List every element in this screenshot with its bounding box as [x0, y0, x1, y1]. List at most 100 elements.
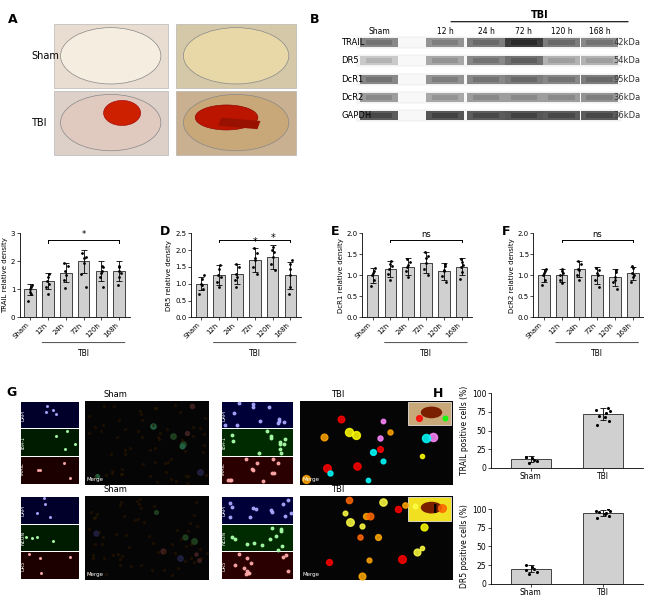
Text: GAPDH: GAPDH [341, 111, 371, 120]
Bar [222, 552, 293, 579]
Text: H: H [432, 387, 443, 400]
Bar [473, 58, 499, 63]
Bar [357, 37, 621, 48]
Text: 12 h: 12 h [437, 27, 454, 36]
Point [214, 260, 225, 270]
Text: *: * [252, 237, 257, 247]
Point [437, 271, 447, 281]
Bar [366, 77, 392, 81]
Text: 36kDa: 36kDa [613, 111, 640, 120]
Bar [426, 111, 464, 120]
Text: NEUN: NEUN [20, 531, 25, 545]
Point [285, 258, 295, 268]
Point [26, 282, 36, 291]
Point [97, 261, 107, 271]
Bar [586, 40, 613, 45]
Bar [196, 284, 207, 317]
Point [456, 267, 467, 277]
Point [367, 268, 378, 278]
Y-axis label: DcR2 relative density: DcR2 relative density [509, 238, 515, 313]
Point [41, 282, 51, 291]
Bar [360, 38, 398, 47]
Bar [366, 95, 392, 100]
Bar [54, 24, 168, 88]
Point [529, 565, 539, 575]
Bar [231, 274, 243, 317]
Bar [213, 275, 225, 317]
Text: Merge: Merge [302, 572, 319, 577]
Point [527, 562, 538, 572]
Text: Sham: Sham [103, 485, 127, 494]
Bar [21, 552, 79, 579]
Point [627, 272, 638, 282]
Bar [473, 40, 499, 45]
Bar [473, 77, 499, 81]
Point [213, 271, 224, 280]
Point [594, 282, 604, 292]
Bar [366, 40, 392, 45]
Bar [357, 74, 621, 85]
Bar [176, 91, 296, 154]
Bar [473, 95, 499, 100]
Bar [580, 111, 618, 120]
Point [98, 282, 109, 291]
Text: TBI: TBI [331, 390, 345, 399]
Text: DR5: DR5 [20, 561, 25, 571]
Point [600, 412, 610, 422]
Point [114, 261, 124, 271]
Bar [426, 56, 464, 65]
Bar [42, 281, 54, 317]
Point [198, 271, 209, 280]
Point [604, 511, 614, 521]
Point [603, 403, 614, 413]
Bar [556, 275, 567, 317]
Bar [300, 496, 453, 580]
Bar [426, 75, 464, 84]
Text: E: E [331, 225, 339, 238]
Point [58, 275, 69, 285]
Bar [510, 77, 537, 81]
Point [627, 261, 638, 271]
Point [540, 275, 551, 285]
Bar [432, 113, 458, 118]
Bar [21, 552, 79, 579]
Text: IBA-1: IBA-1 [221, 437, 226, 449]
Text: B: B [309, 13, 319, 26]
Bar [408, 497, 450, 520]
Point [608, 278, 619, 288]
Point [605, 506, 616, 516]
Bar [505, 111, 543, 120]
Point [540, 266, 550, 276]
Bar [25, 289, 36, 317]
Y-axis label: DR5 positive cells (%): DR5 positive cells (%) [460, 505, 469, 589]
Point [612, 284, 622, 294]
Bar [408, 402, 450, 426]
Bar [592, 275, 603, 317]
Text: A: A [8, 13, 18, 26]
Bar [420, 263, 432, 317]
Point [268, 247, 279, 257]
Point [521, 565, 531, 575]
Text: TBI: TBI [591, 350, 603, 359]
Point [401, 266, 411, 276]
Point [594, 266, 604, 275]
Point [610, 266, 621, 275]
Bar [222, 402, 293, 429]
Point [419, 247, 430, 257]
Bar [300, 401, 453, 485]
Y-axis label: DcR1 relative density: DcR1 relative density [338, 238, 344, 313]
Text: DcR2: DcR2 [341, 93, 363, 102]
Point [458, 260, 469, 270]
Bar [580, 93, 618, 102]
Y-axis label: TRAIL positive cells (%): TRAIL positive cells (%) [460, 386, 469, 475]
Bar [366, 113, 392, 118]
Text: *: * [270, 233, 275, 243]
Point [541, 264, 551, 274]
Point [26, 289, 36, 299]
Y-axis label: TRAIL relative density: TRAIL relative density [2, 237, 8, 313]
Bar [360, 75, 398, 84]
Point [455, 274, 465, 283]
Point [79, 254, 89, 263]
Point [554, 275, 565, 285]
Bar [543, 111, 580, 120]
